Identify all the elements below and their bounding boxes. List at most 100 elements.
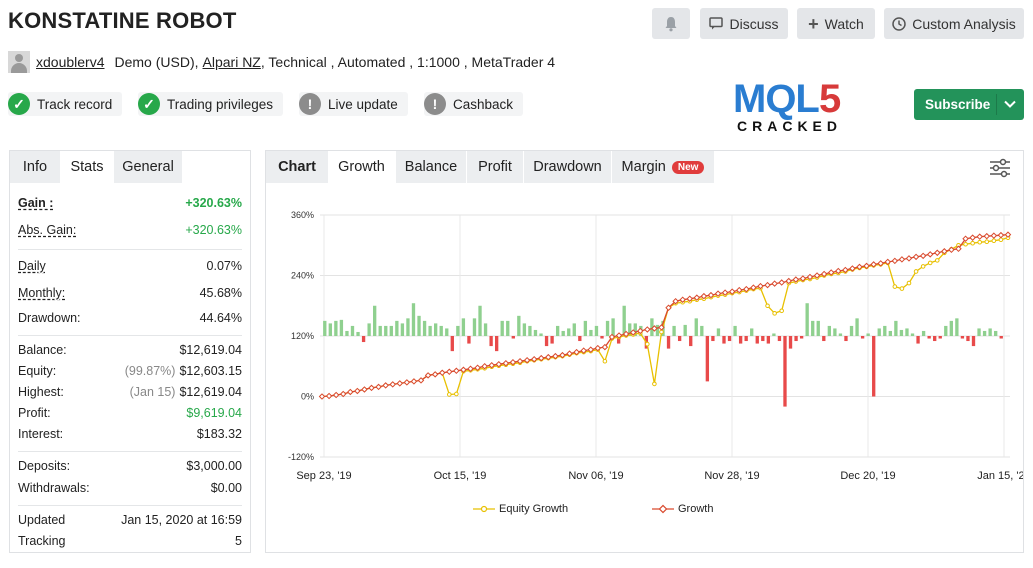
loss-bar (744, 336, 748, 342)
chevron-down-icon[interactable] (1004, 100, 1016, 109)
profit-bar (583, 320, 588, 336)
profit-bar (472, 318, 477, 336)
growth-chart: 360% 240% 120% 0% -120% Sep 23, '19 Oct 15, '1… (288, 210, 1023, 482)
growth-point (438, 369, 446, 377)
profit-bar (988, 328, 992, 336)
loss-bar (761, 336, 765, 342)
monthly-label[interactable]: Monthly: (18, 286, 66, 300)
discuss-button[interactable]: Discuss (700, 8, 788, 39)
settings-sliders-icon[interactable] (989, 158, 1011, 178)
tracking-value: 5 (235, 534, 242, 548)
growth-point (891, 257, 899, 265)
check-icon: ✓ (8, 93, 30, 115)
growth-point (792, 276, 800, 283)
abs-gain-label[interactable]: Abs. Gain: (18, 223, 77, 237)
profit-bar (672, 325, 676, 336)
growth-point (665, 304, 672, 312)
badge-label: Live update (328, 96, 398, 112)
loss-bar (971, 336, 976, 347)
growth-point (835, 267, 842, 275)
loss-bar (755, 336, 759, 344)
profit-bar (461, 318, 466, 336)
check-icon: ✓ (138, 93, 160, 115)
growth-point (481, 362, 488, 370)
loss-bar (966, 336, 970, 342)
profit-bar (816, 320, 820, 336)
badge-live-update[interactable]: ! Live update (299, 92, 408, 116)
profit-bar (339, 319, 344, 336)
growth-point (962, 235, 969, 242)
equity-growth-point (906, 280, 912, 286)
y-tick-label: 360% (291, 210, 314, 220)
legend-growth[interactable]: Growth (652, 503, 713, 515)
tab-margin[interactable]: Margin New (612, 151, 714, 183)
growth-point (707, 291, 715, 299)
loss-bar (872, 336, 876, 397)
loss-bar (933, 336, 937, 342)
watch-button[interactable]: + Watch (797, 8, 875, 39)
loss-bar (938, 336, 942, 339)
growth-point (516, 357, 524, 365)
profit-bar (572, 323, 576, 336)
avatar[interactable] (8, 51, 30, 73)
profit-bar (833, 328, 837, 336)
loss-bar (494, 336, 499, 352)
growth-point (431, 371, 439, 378)
equity-growth-point (913, 269, 919, 274)
badge-label: Trading privileges (167, 96, 274, 112)
updated-label: Updated (18, 513, 66, 527)
equity-growth-point (991, 238, 997, 244)
profit-bar (506, 320, 510, 336)
profit-bar (655, 324, 660, 336)
username-link[interactable]: xdoublerv4 (36, 54, 105, 70)
custom-analysis-button[interactable]: Custom Analysis (884, 8, 1024, 39)
badge-label: Track record (37, 96, 113, 112)
daily-label[interactable]: Daily (18, 259, 46, 273)
tab-chart[interactable]: Chart (266, 151, 328, 183)
tab-stats[interactable]: Stats (60, 151, 114, 183)
loss-bar (550, 336, 554, 344)
equity-growth-point (920, 264, 926, 269)
badge-track-record[interactable]: ✓ Track record (8, 92, 123, 116)
badge-label: Cashback (453, 96, 514, 112)
loss-bar (766, 336, 771, 344)
profit-value: $9,619.04 (186, 406, 242, 420)
profit-bar (539, 333, 543, 336)
tab-profit[interactable]: Profit (467, 151, 523, 183)
tab-balance[interactable]: Balance (396, 151, 466, 183)
equity-growth-point (899, 286, 905, 291)
loss-bar (738, 336, 743, 344)
account-type: Demo (USD), (114, 54, 199, 70)
profit-bar (866, 333, 870, 336)
tab-drawdown[interactable]: Drawdown (524, 151, 611, 183)
abs-gain-value: +320.63% (185, 223, 242, 237)
loss-bar (578, 336, 582, 342)
equity-growth-point (998, 237, 1004, 243)
profit-bar (561, 330, 565, 336)
growth-point (658, 324, 665, 331)
equity-growth-point (970, 240, 975, 246)
loss-bar (860, 336, 865, 339)
tab-general[interactable]: General (114, 151, 182, 183)
notify-button[interactable] (652, 8, 690, 39)
tab-growth[interactable]: Growth (328, 151, 395, 183)
tracking-label: Tracking (18, 534, 66, 548)
badge-trading-privileges[interactable]: ✓ Trading privileges (138, 92, 284, 116)
legend-growth-marker (652, 504, 674, 514)
profit-bar (434, 323, 438, 336)
badge-cashback[interactable]: ! Cashback (424, 92, 524, 116)
growth-point (361, 386, 368, 393)
broker-link[interactable]: Alpari NZ (202, 54, 261, 70)
profit-bar (567, 328, 571, 336)
growth-point (820, 270, 828, 278)
growth-point (523, 356, 531, 364)
subscribe-button[interactable]: Subscribe (914, 89, 1024, 120)
gain-label[interactable]: Gain : (18, 196, 54, 210)
profit-bar (395, 320, 399, 336)
growth-point (877, 260, 884, 267)
tab-info[interactable]: Info (10, 151, 60, 183)
margin-label: Margin (621, 159, 666, 175)
growth-point (898, 256, 906, 263)
profit-bar (384, 325, 388, 336)
legend-equity-growth[interactable]: Equity Growth (473, 503, 568, 515)
